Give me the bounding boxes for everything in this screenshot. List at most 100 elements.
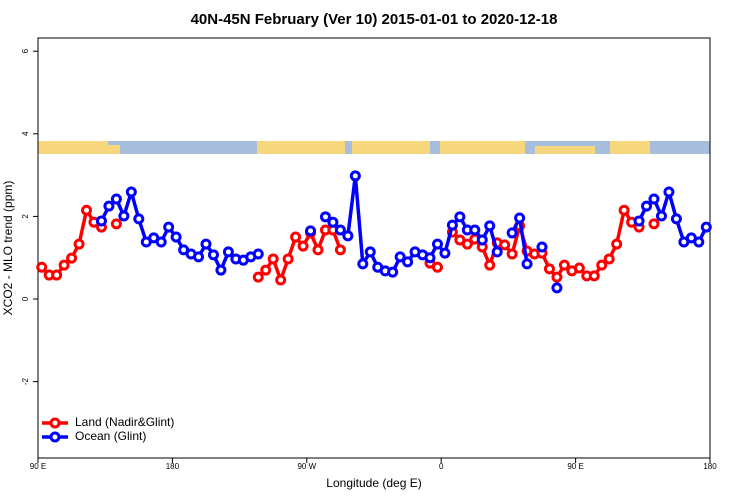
data-point (103, 200, 115, 212)
data-point (282, 253, 294, 265)
y-tick-label: 0 (21, 296, 30, 301)
data-point (648, 218, 660, 230)
data-point (81, 204, 93, 216)
data-point (543, 263, 555, 275)
data-point (484, 259, 496, 271)
data-point (476, 234, 488, 246)
data-point (663, 186, 675, 198)
data-point (193, 251, 205, 263)
data-point (66, 252, 78, 264)
data-point (454, 211, 466, 223)
x-axis-label: Longitude (deg E) (326, 476, 421, 490)
data-point (222, 246, 234, 258)
data-point (163, 221, 175, 233)
data-point (514, 212, 526, 224)
data-point (618, 204, 630, 216)
data-point (252, 248, 264, 260)
data-point (431, 261, 443, 273)
legend-marker (49, 431, 61, 443)
y-tick-label: 6 (21, 48, 30, 53)
y-tick-label: 4 (21, 131, 30, 136)
data-point (95, 215, 107, 227)
data-point (596, 259, 608, 271)
data-point (290, 231, 302, 243)
data-point (588, 270, 600, 282)
legend-marker (49, 417, 61, 429)
x-tick-label: 180 (166, 462, 180, 471)
data-point (499, 239, 511, 251)
data-point (506, 227, 518, 239)
data-point (551, 282, 563, 294)
data-point (573, 262, 585, 274)
data-point (394, 251, 406, 263)
data-point (207, 249, 219, 261)
data-point (521, 258, 533, 270)
legend-label: Ocean (Glint) (75, 429, 146, 443)
data-point (349, 170, 361, 182)
data-point (170, 231, 182, 243)
data-point (670, 213, 682, 225)
data-point (387, 266, 399, 278)
data-point (469, 224, 481, 236)
data-point (260, 264, 272, 276)
data-point (334, 244, 346, 256)
data-point (484, 220, 496, 232)
y-axis-label: XCO2 - MLO trend (ppm) (1, 181, 15, 316)
data-point (558, 259, 570, 271)
data-point (633, 215, 645, 227)
data-point (611, 238, 623, 250)
data-point (357, 258, 369, 270)
data-point (297, 240, 309, 252)
data-point (118, 210, 130, 222)
y-tick-label: 2 (21, 214, 30, 219)
data-point (305, 225, 317, 237)
data-point (110, 218, 122, 230)
x-tick-label: 180 (703, 462, 717, 471)
data-point (446, 219, 458, 231)
y-tick-label: -2 (21, 377, 30, 385)
x-tick-label: 0 (439, 462, 444, 471)
data-point (51, 269, 63, 281)
data-point (693, 236, 705, 248)
data-point (215, 264, 227, 276)
data-point (700, 221, 712, 233)
data-point (36, 261, 48, 273)
data-point (506, 248, 518, 260)
data-point (200, 238, 212, 250)
data-point (267, 253, 279, 265)
surface-strip (38, 141, 710, 154)
data-point (536, 241, 548, 253)
data-point (641, 200, 653, 212)
x-tick-label: 90 E (567, 462, 583, 471)
data-point (252, 271, 264, 283)
data-point (334, 224, 346, 236)
x-tick-label: 90 E (30, 462, 46, 471)
data-point (461, 238, 473, 250)
data-point (155, 236, 167, 248)
data-point (312, 244, 324, 256)
data-point (110, 193, 122, 205)
data-point (439, 247, 451, 259)
data-point (491, 246, 503, 258)
data-point (275, 274, 287, 286)
data-point (73, 238, 85, 250)
data-point (319, 211, 331, 223)
data-point (655, 210, 667, 222)
data-point (551, 271, 563, 283)
data-point (125, 186, 137, 198)
data-point (327, 216, 339, 228)
series-line (324, 175, 499, 275)
data-point (133, 213, 145, 225)
data-point (402, 256, 414, 268)
plot-frame (37, 37, 711, 459)
chart-title: 40N-45N February (Ver 10) 2015-01-01 to … (191, 11, 558, 28)
data-point (342, 230, 354, 242)
legend-label: Land (Nadir&Glint) (75, 415, 174, 429)
data-point (424, 252, 436, 264)
data-point (58, 259, 70, 271)
data-point (603, 253, 615, 265)
data-point (364, 246, 376, 258)
data-point (648, 193, 660, 205)
data-point (431, 238, 443, 250)
